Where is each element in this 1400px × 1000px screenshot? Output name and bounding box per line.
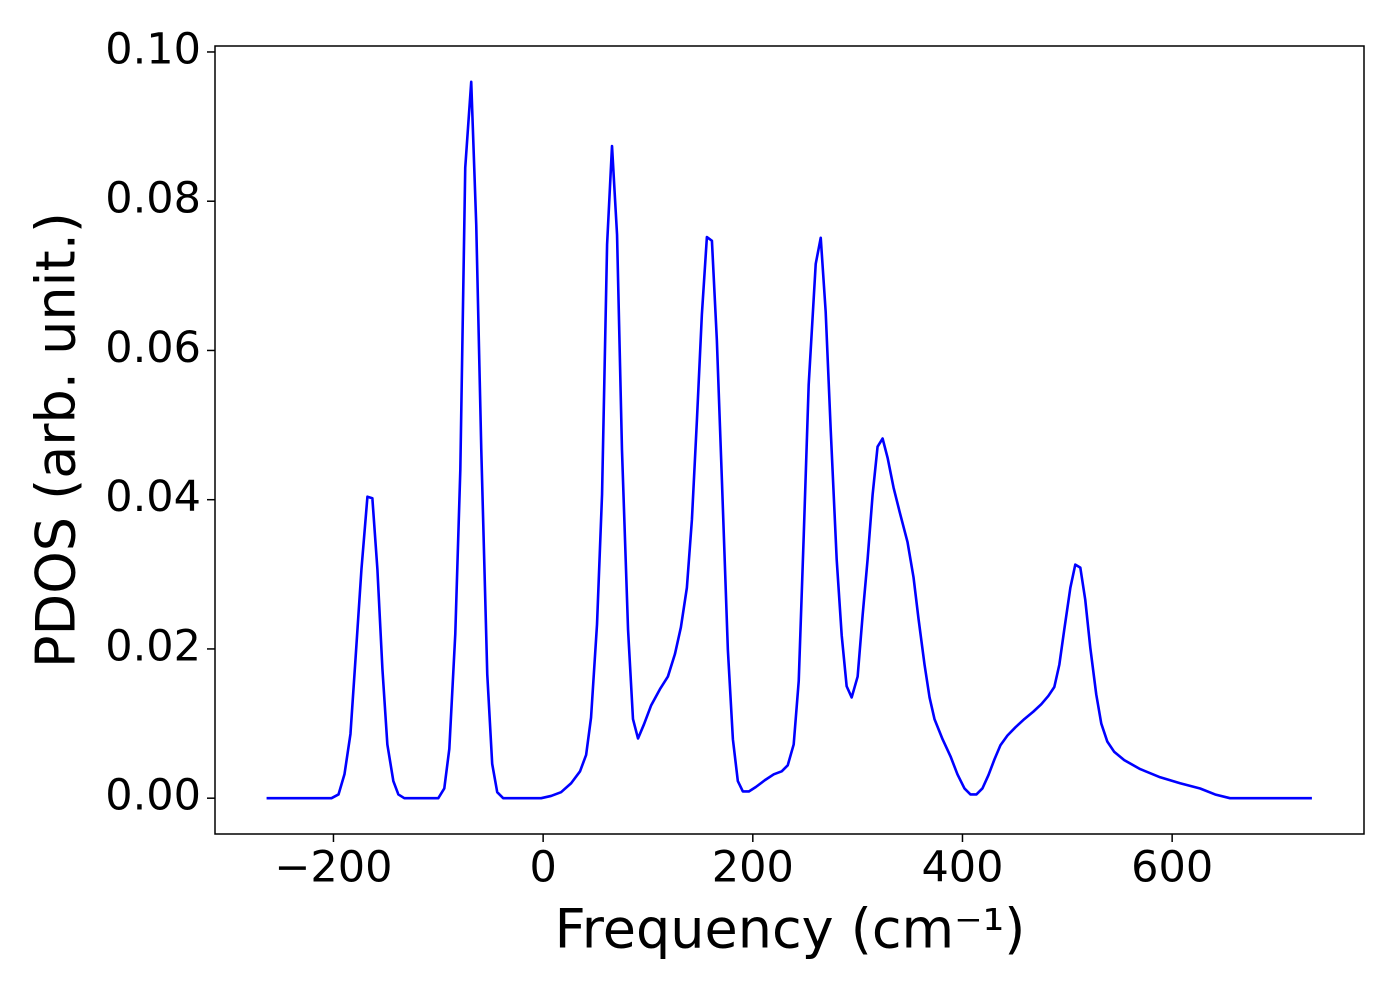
x-tick-label: −200: [274, 843, 392, 893]
y-tick-label: 0.06: [105, 323, 201, 373]
y-tick-label: 0.02: [105, 621, 201, 671]
x-axis-label: Frequency (cm⁻¹): [555, 898, 1026, 961]
data-line: [266, 80, 1312, 800]
x-tick-label: 200: [712, 843, 794, 893]
y-tick-label: 0.10: [105, 24, 201, 74]
y-tick-label: 0.00: [105, 771, 201, 821]
y-tick-label: 0.08: [105, 174, 201, 224]
y-tick-label: 0.04: [105, 472, 201, 522]
x-tick-label: 0: [529, 843, 556, 893]
x-tick-label: 600: [1131, 843, 1213, 893]
x-tick-label: 400: [921, 843, 1003, 893]
plot-frame: [214, 45, 1365, 835]
y-axis-label: PDOS (arb. unit.): [25, 212, 88, 668]
